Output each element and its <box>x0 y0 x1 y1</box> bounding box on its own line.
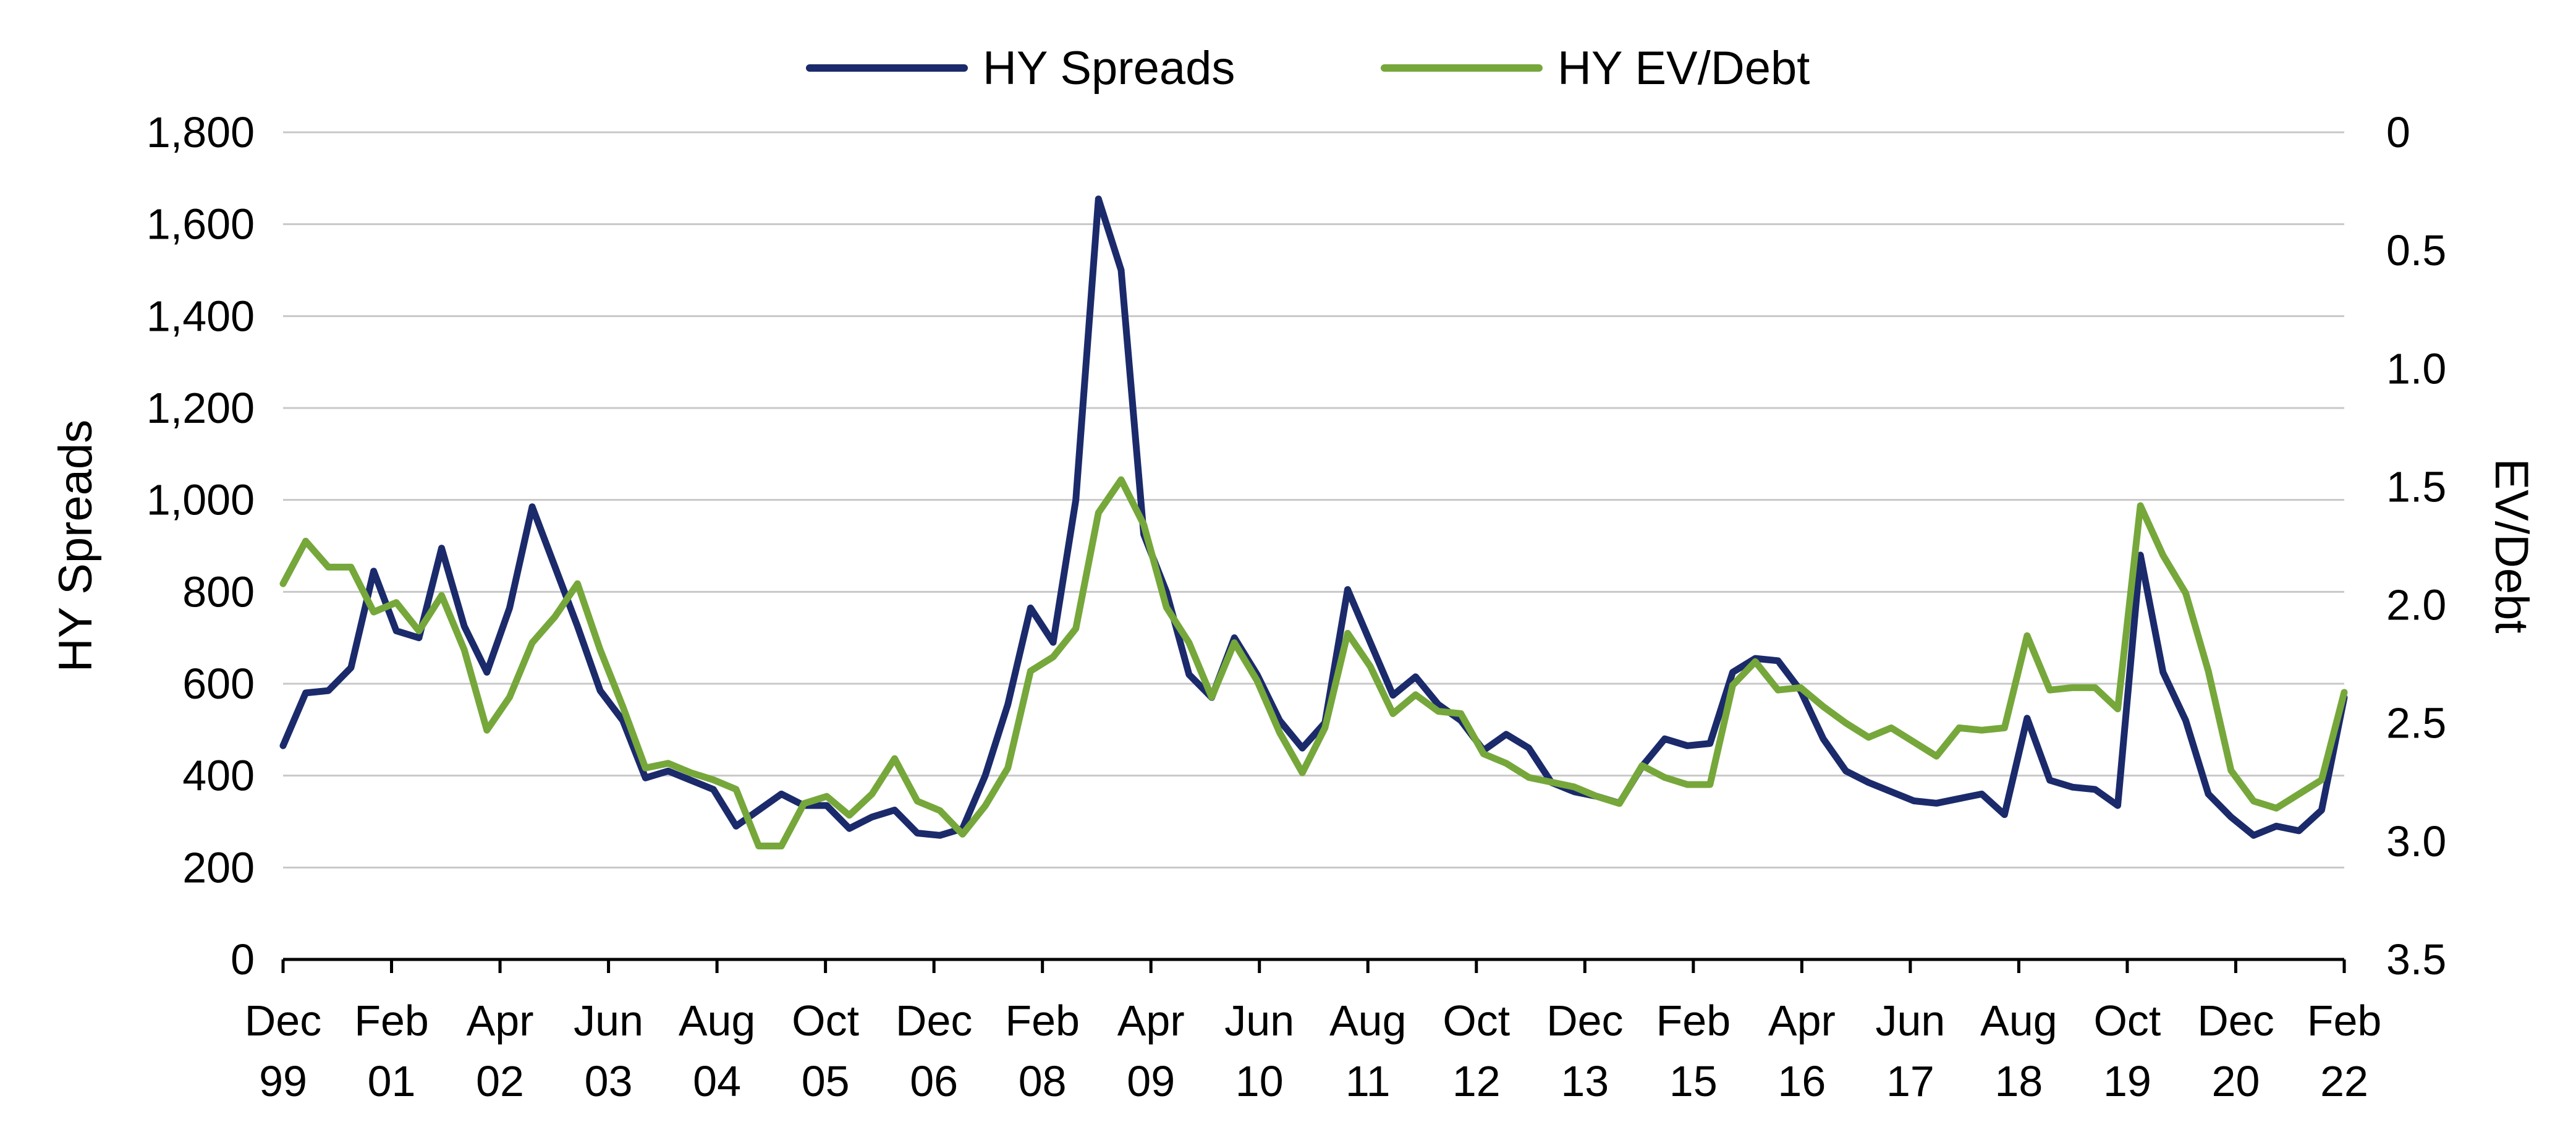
x-axis-tick-label-month: Dec <box>896 997 972 1045</box>
x-axis-tick-label-month: Dec <box>2197 997 2274 1045</box>
x-axis-tick-label-year: 15 <box>1669 1057 1718 1105</box>
x-axis-tick-label-year: 01 <box>368 1057 416 1105</box>
x-axis-tick-label-year: 09 <box>1127 1057 1175 1105</box>
right-axis-title: EV/Debt <box>2485 458 2538 633</box>
series-line <box>279 476 2348 849</box>
left-axis-tick-label: 200 <box>182 843 255 891</box>
x-axis-tick-label-year: 10 <box>1235 1057 1284 1105</box>
x-axis-tick-label-month: Dec <box>1546 997 1623 1045</box>
left-axis-tick-label: 1,200 <box>146 384 255 432</box>
x-axis-tick-label-year: 03 <box>585 1057 633 1105</box>
series-hy-spreads <box>279 195 2348 839</box>
right-axis-tick-label: 0 <box>2386 108 2410 156</box>
x-axis-tick-label-month: Jun <box>1875 997 1945 1045</box>
legend-item: HY Spreads <box>806 42 1235 95</box>
x-axis-tick-label-year: 05 <box>802 1057 850 1105</box>
axes: 0 200 400 600 800 1,000 1,200 1,400 1,600 1,800 0 0… <box>49 108 2538 1105</box>
right-axis-tick-label: 1.0 <box>2386 344 2446 393</box>
x-axis-tick-label-month: Oct <box>792 997 859 1045</box>
left-axis-title: HY Spreads <box>49 420 102 672</box>
x-axis-tick-label-year: 13 <box>1561 1057 1609 1105</box>
right-axis-tick-label: 3.0 <box>2386 817 2446 865</box>
x-axis-tick-label-month: Feb <box>1656 997 1731 1045</box>
x-axis-tick-label-month: Apr <box>1117 997 1185 1045</box>
x-axis-tick-label-month: Feb <box>2307 997 2382 1045</box>
legend-item: HY EV/Debt <box>1381 42 1810 95</box>
x-axis-tick-label-year: 99 <box>259 1057 307 1105</box>
left-axis-tick-label: 600 <box>182 660 255 708</box>
left-axis-tick-label: 1,000 <box>146 476 255 524</box>
x-axis-tick-label-month: Feb <box>354 997 429 1045</box>
series-layer <box>279 195 2348 849</box>
legend-label: HY Spreads <box>983 42 1235 95</box>
x-axis-tick-label-year: 11 <box>1345 1057 1391 1105</box>
x-axis-tick-label-year: 19 <box>2103 1057 2151 1105</box>
right-axis-tick-label: 2.5 <box>2386 699 2446 747</box>
gridlines <box>283 131 2344 869</box>
x-axis-tick-label-year: 02 <box>476 1057 524 1105</box>
left-axis-tick-label: 1,600 <box>146 200 255 249</box>
x-axis-tick-label-year: 17 <box>1886 1057 1934 1105</box>
right-axis-tick-label: 3.5 <box>2386 935 2446 984</box>
left-axis-tick-label: 1,800 <box>146 108 255 156</box>
x-axis-tick-label-month: Oct <box>2093 997 2161 1045</box>
x-axis-tick-label-month: Jun <box>1224 997 1294 1045</box>
x-axis-tick-label-year: 18 <box>1994 1057 2043 1105</box>
x-axis-tick-label-year: 04 <box>693 1057 741 1105</box>
right-axis-tick-label: 2.0 <box>2386 581 2446 629</box>
x-axis-tick-label-year: 12 <box>1452 1057 1501 1105</box>
x-axis-tick-label-year: 16 <box>1777 1057 1826 1105</box>
x-axis-tick-label-month: Dec <box>245 997 321 1045</box>
x-axis-tick-label-year: 06 <box>910 1057 958 1105</box>
series-hy-ev-debt <box>279 476 2348 849</box>
x-axis-tick-label-month: Apr <box>1768 997 1836 1045</box>
x-axis-tick-label-year: 22 <box>2320 1057 2368 1105</box>
left-axis-tick-label: 0 <box>231 935 255 984</box>
left-axis-tick-label: 400 <box>182 752 255 800</box>
x-axis-tick-label-month: Apr <box>467 997 534 1045</box>
left-axis-tick-label: 1,400 <box>146 292 255 340</box>
x-axis-tick-label-month: Oct <box>1443 997 1510 1045</box>
x-axis-tick-label-month: Feb <box>1005 997 1080 1045</box>
x-axis-tick-label-year: 08 <box>1019 1057 1067 1105</box>
left-axis-tick-label: 800 <box>182 568 255 616</box>
x-axis-tick-label-month: Aug <box>1329 997 1407 1045</box>
right-axis-tick-label: 0.5 <box>2386 226 2446 274</box>
x-axis-tick-label-month: Jun <box>574 997 643 1045</box>
x-axis-tick-label-year: 20 <box>2212 1057 2260 1105</box>
series-line <box>279 195 2348 839</box>
x-axis-tick-label-month: Aug <box>679 997 756 1045</box>
x-axis-tick-label-month: Aug <box>1980 997 2057 1045</box>
legend-label: HY EV/Debt <box>1557 42 1810 95</box>
chart-legend: HY Spreads HY EV/Debt <box>806 42 1810 95</box>
right-axis-tick-label: 1.5 <box>2386 462 2446 511</box>
